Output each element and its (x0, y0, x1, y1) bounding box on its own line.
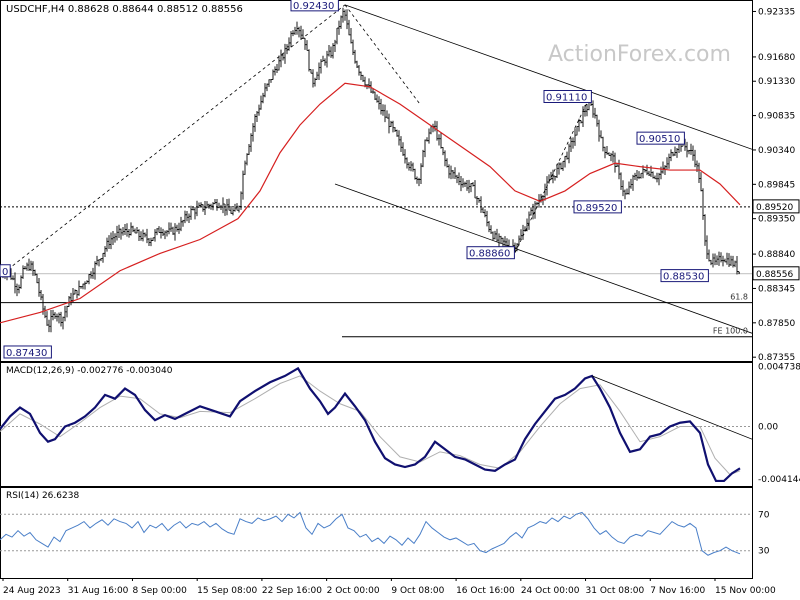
trendline (334, 183, 752, 334)
trendline (344, 4, 421, 105)
macd-main-line (0, 366, 741, 483)
price-tick-label: 0.87850 (758, 319, 795, 329)
time-tick-label: 2 Oct 00:00 (327, 586, 380, 596)
time-tick-label: 16 Oct 16:00 (456, 586, 515, 596)
watermark: ActionForex.com (548, 42, 731, 67)
time-tick-label: 24 Aug 2023 (3, 586, 61, 596)
level-annotation: 61.8 (730, 293, 748, 302)
macd-tick-label: -0.004144 (758, 475, 800, 485)
price-callout-text: 0.89520 (576, 203, 617, 214)
price-tick-label: 0.92335 (758, 7, 795, 17)
level-price-text: 0.89520 (756, 203, 793, 213)
price-tick-label: 0.88345 (758, 284, 795, 294)
level-price-box (752, 266, 800, 281)
price-tick-label: 0.91680 (758, 53, 795, 63)
macd-signal-line (0, 375, 741, 476)
price-callout-box (0, 264, 11, 278)
price-tick-label: 0.88840 (758, 250, 795, 260)
macd-tick-label: 0.00 (758, 423, 778, 433)
rsi-label: RSI(14) 26.6238 (6, 491, 80, 501)
time-tick-label: 8 Sep 00:00 (132, 586, 187, 596)
ohlc-values: 0.88628 0.88644 0.88512 0.88556 (67, 4, 243, 15)
time-tick-label: 15 Nov 00:00 (715, 586, 776, 596)
price-tick-label: 0.90835 (758, 112, 795, 122)
time-tick-label: 24 Oct 00:00 (521, 586, 580, 596)
price-tick-label: 0.87355 (758, 353, 795, 363)
time-tick-label: 31 Oct 08:00 (586, 586, 645, 596)
rsi-line (0, 511, 741, 556)
moving-average-line (0, 82, 741, 324)
trendline (7, 4, 346, 270)
level-price-text: 0.88556 (756, 270, 793, 280)
rsi-tick-label: 70 (758, 510, 770, 520)
panel-border-1 (0, 362, 753, 487)
chart-frame (0, 0, 753, 579)
level-annotation: FE 100.0 (713, 327, 748, 336)
panel-border-2 (0, 487, 753, 579)
price-callout-text: 0.92430 (293, 1, 334, 12)
price-callout-box (660, 269, 709, 283)
axis-labels: 0.92335 0.91680 0.91330 0.90835 0.90340 0.898… (2, 7, 800, 596)
time-tick-label: 7 Nov 16:00 (650, 586, 705, 596)
price-callout-text: 0 (2, 267, 8, 278)
rsi-tick-label: 30 (758, 547, 770, 557)
macd-tick-label: 0.004738 (758, 363, 800, 373)
time-tick-label: 22 Sep 16:00 (262, 586, 322, 596)
chart-title: USDCHF,H4 0.88628 0.88644 0.88512 0.8855… (6, 4, 243, 15)
price-callout-text: 0.90510 (639, 134, 680, 145)
price-lines (0, 4, 752, 338)
trendline (344, 4, 752, 150)
price-callout-box (543, 89, 592, 103)
macd-label: MACD(12,26,9) -0.002776 -0.003040 (6, 366, 173, 376)
price-callout-box (466, 246, 515, 260)
price-tick-label: 0.89845 (758, 180, 795, 190)
trendline (514, 96, 591, 253)
price-callout-text: 0.91110 (546, 92, 587, 103)
price-callout-box (290, 0, 339, 12)
price-callout-box (636, 131, 685, 145)
macd-trendline (591, 375, 752, 440)
time-tick-label: 9 Oct 08:00 (391, 586, 444, 596)
price-callout-box (3, 345, 52, 359)
price-tick-label: 0.91330 (758, 77, 795, 87)
price-callouts: 0.89520 0.88556 61.8 FE 100.0 0.92430 0.91110… (0, 0, 800, 359)
rsi-panel (0, 511, 752, 556)
price-callout-text: 0.88860 (469, 249, 510, 260)
macd-panel (0, 366, 752, 483)
level-price-box (752, 199, 800, 214)
time-tick-label: 15 Sep 08:00 (197, 586, 257, 596)
panel-border-0 (0, 0, 753, 362)
price-callout-text: 0.87430 (6, 348, 47, 359)
price-callout-text: 0.88530 (663, 272, 704, 283)
price-callout-box (573, 200, 622, 214)
time-tick-label: 31 Aug 16:00 (68, 586, 129, 596)
price-tick-label: 0.89350 (758, 215, 795, 225)
price-tick-label: 0.90340 (758, 146, 795, 156)
symbol-label: USDCHF,H4 (6, 4, 65, 15)
